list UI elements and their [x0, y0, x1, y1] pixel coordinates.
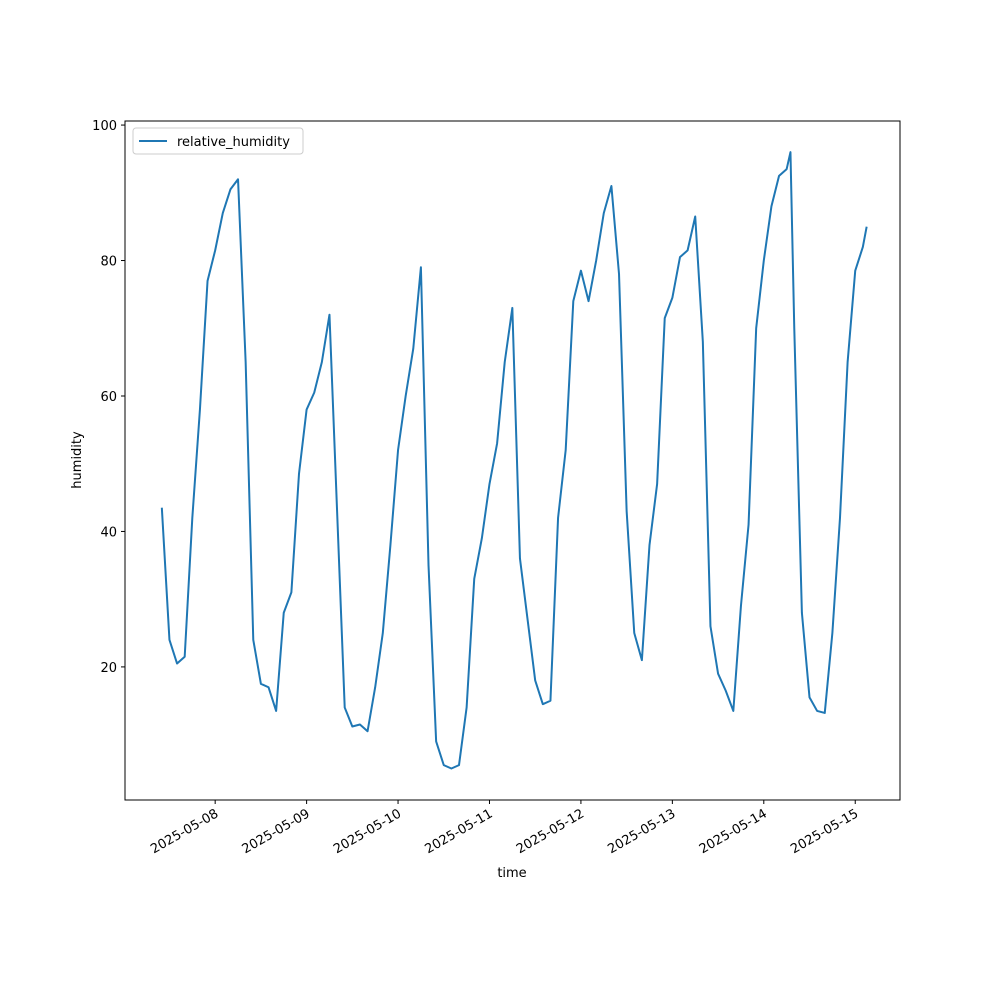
x-tick-label: 2025-05-13	[605, 806, 678, 857]
x-tick-label: 2025-05-12	[514, 806, 587, 857]
legend-label: relative_humidity	[177, 135, 290, 150]
legend-box	[132, 127, 304, 155]
line-series	[160, 151, 868, 770]
x-axis-label: time	[497, 866, 526, 881]
x-tick-label: 2025-05-09	[240, 806, 313, 857]
x-tick-label: 2025-05-10	[331, 806, 404, 857]
x-tick-label: 2025-05-11	[423, 806, 496, 857]
x-tick-label: 2025-05-14	[697, 806, 770, 857]
plot-frame	[124, 120, 901, 801]
x-tick-label: 2025-05-08	[148, 806, 221, 857]
y-tick-label: 20	[100, 661, 117, 676]
y-axis-label: humidity	[70, 431, 85, 489]
y-tick-label: 60	[100, 390, 117, 405]
y-tick-label: 80	[100, 255, 117, 270]
y-tick-label: 40	[100, 525, 117, 540]
y-tick-label: 100	[92, 119, 117, 134]
x-tick-label: 2025-05-15	[788, 806, 861, 857]
